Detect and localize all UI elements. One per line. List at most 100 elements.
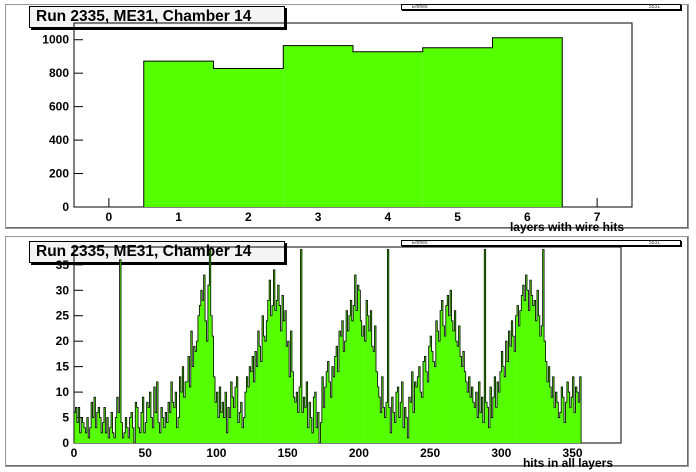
bottom-bar	[158, 422, 160, 443]
bottom-bar	[222, 402, 224, 443]
bottom-bar	[197, 315, 200, 443]
bottom-bar	[418, 366, 421, 443]
bottom-bar	[215, 402, 217, 443]
bottom-bar	[284, 310, 287, 443]
top-stats-entries-label: Entries	[412, 4, 428, 10]
bottom-bar	[152, 427, 155, 443]
bottom-bar	[531, 295, 533, 443]
bottom-bar	[303, 397, 306, 443]
bottom-bar	[121, 422, 123, 443]
bottom-bar	[111, 412, 113, 443]
bottom-bar	[367, 315, 370, 443]
bottom-bar	[310, 417, 313, 443]
bottom-bar	[299, 387, 301, 443]
bottom-bar	[526, 290, 529, 443]
bottom-bar	[546, 381, 549, 443]
bottom-bar	[185, 381, 187, 443]
bottom-bar	[287, 341, 290, 443]
bottom-bar	[313, 397, 316, 443]
top-stats-box[interactable]: Entries 5531	[401, 4, 681, 10]
bottom-bar	[548, 366, 551, 443]
bottom-bar	[226, 432, 229, 443]
bottom-bar	[126, 427, 129, 443]
bottom-bar	[410, 402, 412, 443]
top-y-tick-label: 200	[49, 167, 69, 181]
bottom-bar	[331, 366, 334, 443]
bottom-bar	[333, 376, 335, 443]
bottom-bar	[243, 417, 246, 443]
bottom-bar	[246, 376, 249, 443]
bottom-bar	[320, 422, 323, 443]
bottom-bar	[219, 387, 222, 443]
bottom-bar	[447, 295, 449, 443]
bottom-bar	[475, 392, 478, 443]
bottom-bar	[81, 417, 83, 443]
bottom-bar	[344, 341, 347, 443]
bottom-bar	[309, 402, 311, 443]
bottom-y-tick-label: 35	[56, 258, 70, 272]
bottom-bar	[140, 412, 143, 443]
bottom-bar	[502, 366, 505, 443]
bottom-bar	[199, 305, 202, 443]
bottom-bar	[327, 361, 330, 443]
bottom-bar	[149, 392, 152, 443]
bottom-y-tick-label: 20	[56, 334, 70, 348]
bottom-bar	[105, 432, 108, 443]
bottom-bar	[291, 371, 294, 443]
bottom-bar	[336, 346, 338, 443]
bottom-bar	[123, 432, 126, 443]
bottom-bar	[202, 300, 204, 443]
bottom-bar	[571, 397, 573, 443]
bottom-bar	[297, 412, 300, 443]
bottom-bar	[156, 381, 159, 443]
bottom-bar	[559, 412, 562, 443]
bottom-bar	[334, 356, 337, 443]
bottom-bar	[373, 351, 375, 443]
bottom-bar	[497, 381, 499, 443]
bottom-stats-box[interactable]: Entries 5531	[401, 240, 681, 246]
bottom-bar	[213, 376, 216, 443]
bottom-bar	[162, 417, 165, 443]
bottom-bar	[166, 422, 169, 443]
bottom-bar	[109, 427, 112, 443]
bottom-bar	[160, 407, 163, 443]
bottom-bar	[276, 300, 279, 443]
bottom-bar	[468, 376, 471, 443]
bottom-bar	[572, 376, 575, 443]
bottom-bar	[477, 417, 479, 443]
bottom-bar	[328, 381, 331, 443]
bottom-bar	[400, 402, 402, 443]
bottom-bar	[360, 320, 363, 443]
bottom-bar	[95, 427, 98, 443]
bottom-bar	[375, 371, 378, 443]
bottom-bar	[452, 331, 455, 443]
bottom-bar	[177, 417, 180, 443]
bottom-bar	[324, 387, 327, 443]
top-histogram-outline	[143, 37, 563, 207]
bottom-bar	[398, 417, 401, 443]
bottom-x-tick-label: 350	[563, 446, 583, 460]
bottom-bar	[538, 315, 541, 443]
top-y-tick-label: 0	[62, 200, 69, 214]
bottom-bar	[455, 341, 458, 443]
bottom-bar	[347, 331, 350, 443]
bottom-bar	[393, 412, 395, 443]
bottom-bar	[176, 427, 179, 443]
bottom-bar	[558, 417, 561, 443]
bottom-bar	[534, 300, 536, 443]
bottom-bar	[381, 376, 384, 443]
bottom-bar	[281, 295, 284, 443]
bottom-bar	[206, 341, 209, 443]
bottom-bar	[519, 310, 522, 443]
top-y-tick-label: 600	[49, 100, 69, 114]
bottom-bar	[79, 432, 82, 443]
top-x-tick-label: 1	[175, 210, 182, 224]
bottom-bar	[252, 356, 254, 443]
top-x-tick-label: 3	[315, 210, 322, 224]
bottom-bar	[427, 381, 429, 443]
bottom-bar	[83, 427, 86, 443]
bottom-bar	[274, 310, 277, 443]
bottom-bar	[256, 366, 259, 443]
bottom-bar	[189, 387, 192, 443]
bottom-y-tick-label: 5	[62, 411, 69, 425]
